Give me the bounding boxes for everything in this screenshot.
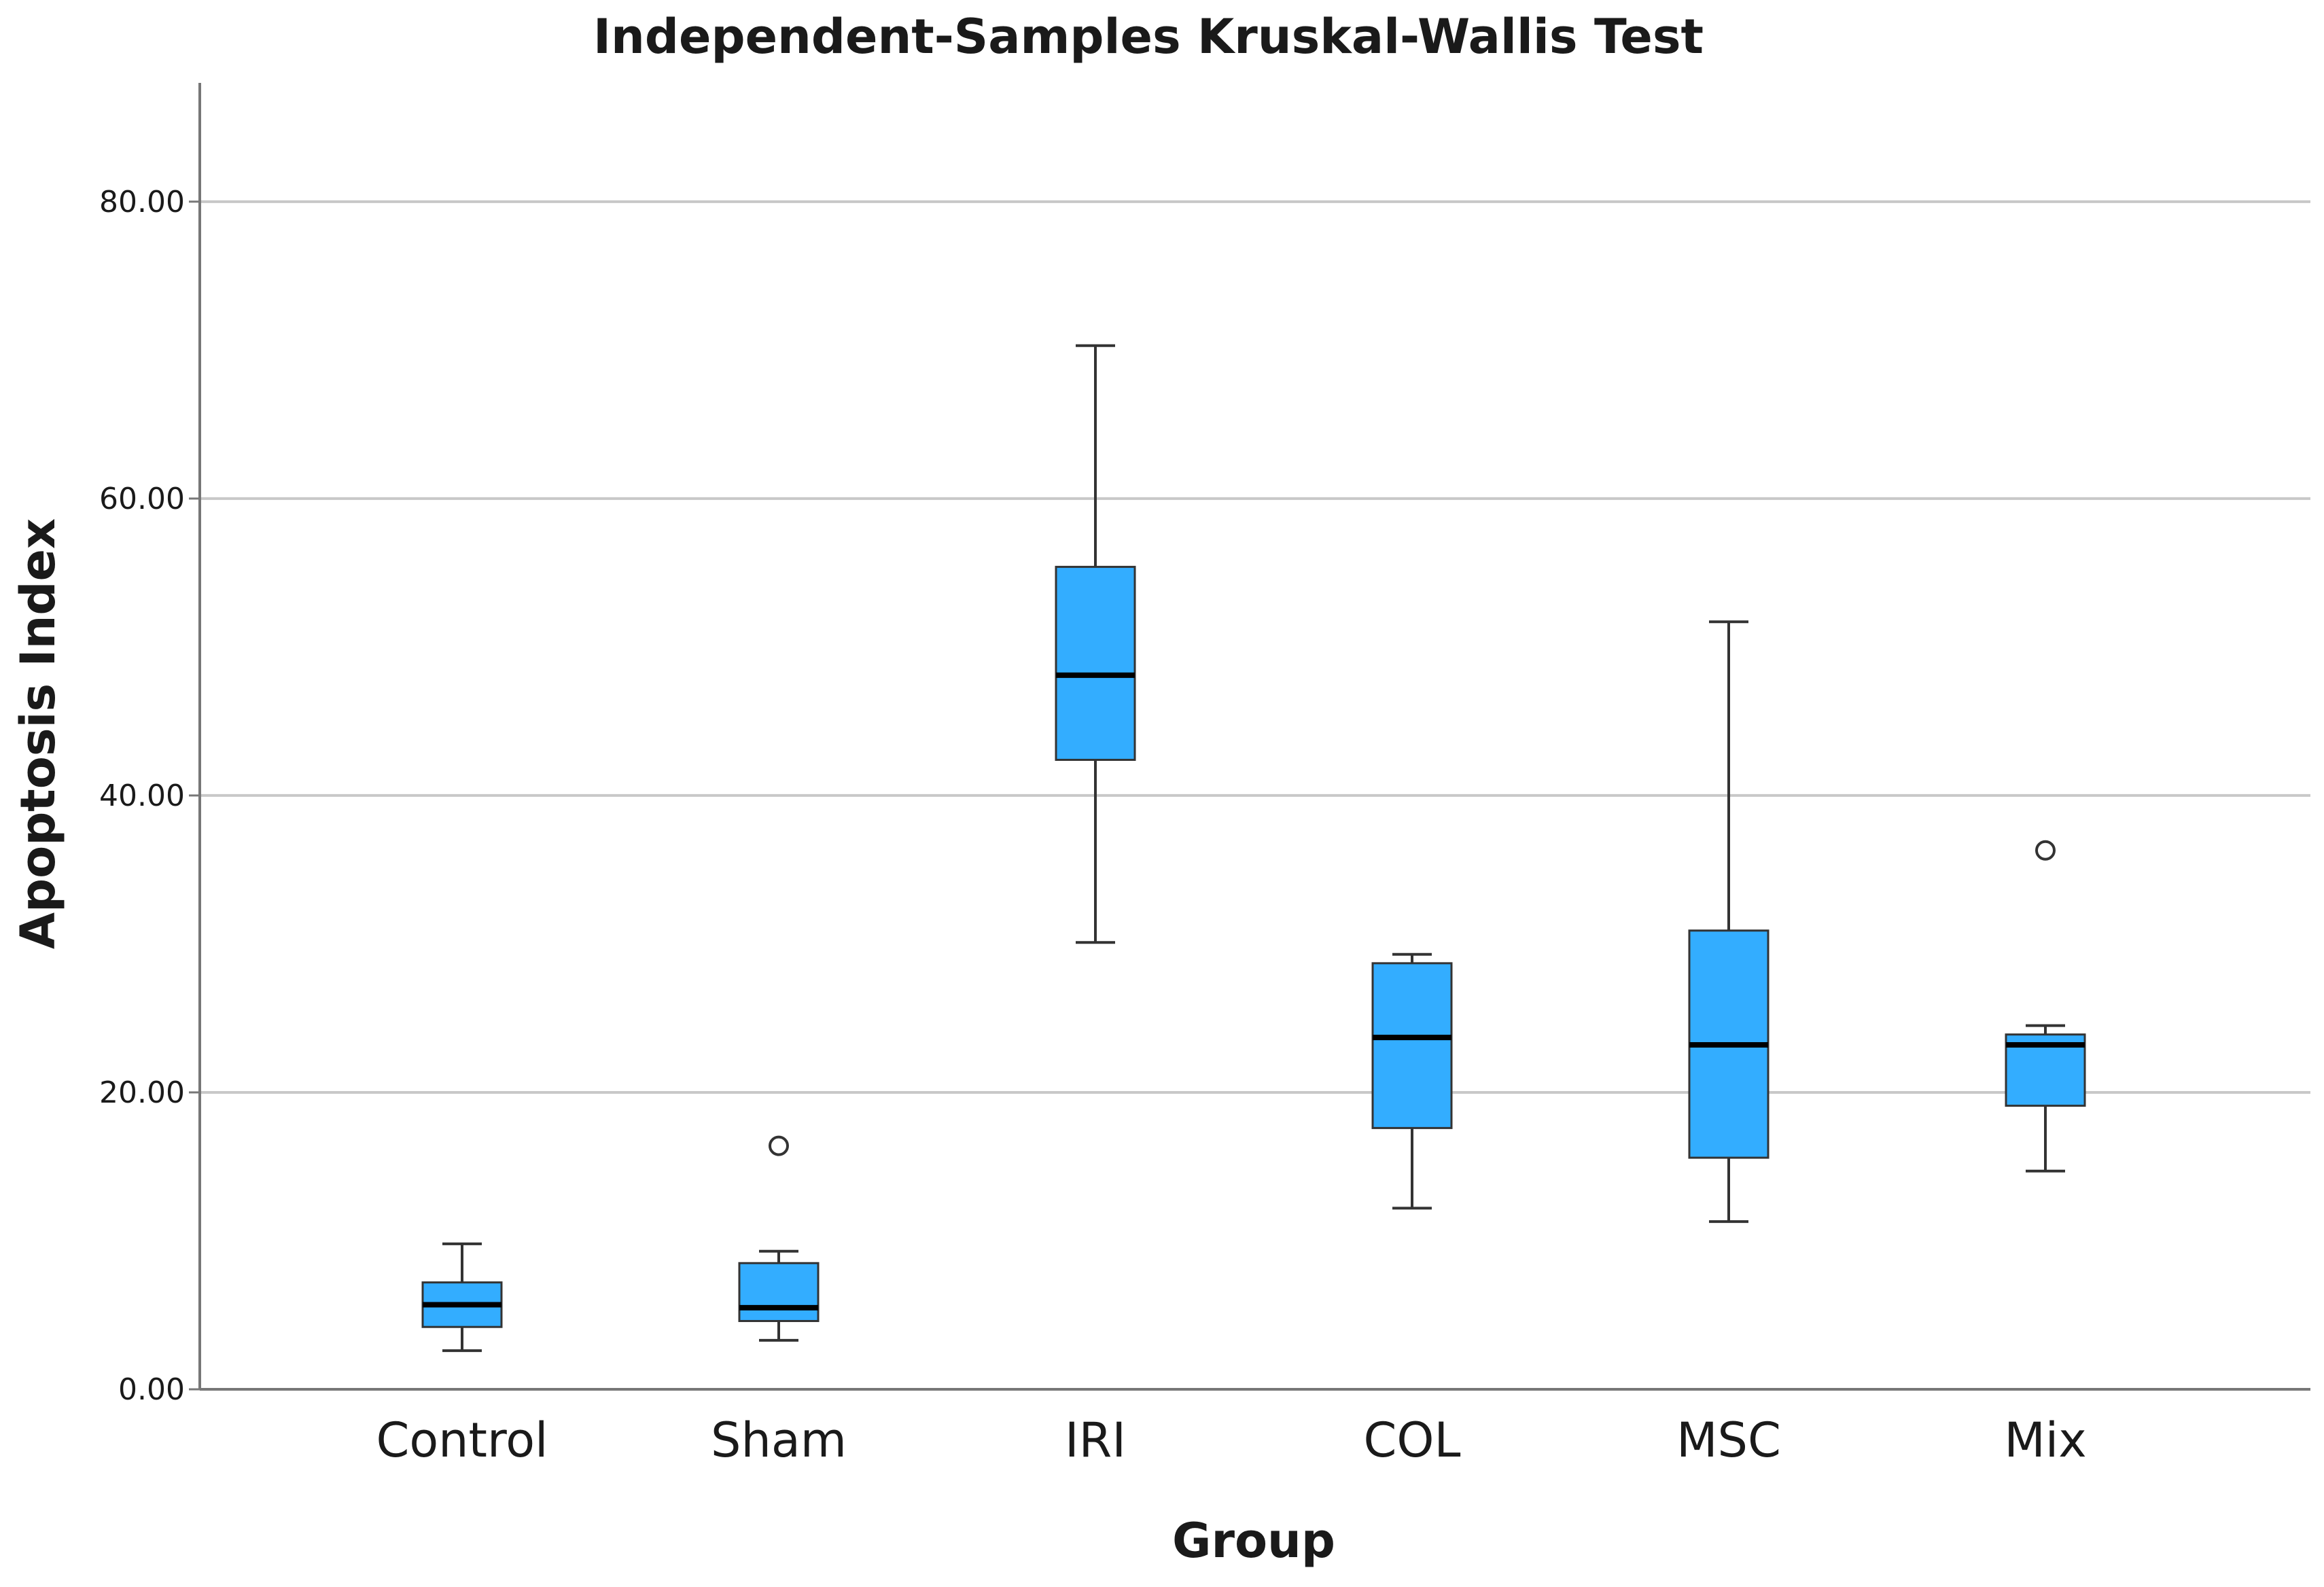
- x-tick-labels: Control Sham IRI COL MSC Mix: [376, 1412, 2086, 1468]
- box-msc: [1688, 620, 1770, 1224]
- y-tick-label: 40.00: [99, 779, 185, 813]
- box-col: [1371, 952, 1453, 1210]
- y-axis-title: Apoptosis Index: [10, 518, 66, 949]
- y-tick-labels: 0.00 20.00 40.00 60.00 80.00: [99, 185, 200, 1407]
- box-mix: [2005, 840, 2086, 1173]
- iqr-box: [1371, 962, 1453, 1129]
- x-tick-label-iri: IRI: [1065, 1412, 1126, 1468]
- y-tick-label: 60.00: [99, 482, 185, 516]
- chart-title: Independent-Samples Kruskal-Wallis Test: [593, 9, 1704, 65]
- y-tick-label: 0.00: [118, 1372, 185, 1407]
- outlier-point: [2035, 840, 2056, 861]
- y-tick-label: 80.00: [99, 185, 185, 219]
- boxes: [421, 344, 2086, 1353]
- x-tick-label-msc: MSC: [1676, 1412, 1781, 1468]
- y-tick-label: 20.00: [99, 1075, 185, 1110]
- gridlines: [200, 200, 2310, 1094]
- box-sham: [738, 1135, 820, 1342]
- x-tick-label-sham: Sham: [711, 1412, 847, 1468]
- x-tick-label-mix: Mix: [2004, 1412, 2086, 1468]
- iqr-box: [1055, 565, 1136, 761]
- x-tick-label-col: COL: [1364, 1412, 1461, 1468]
- outlier-point: [769, 1135, 789, 1156]
- box-iri: [1055, 344, 1136, 944]
- x-tick-label-control: Control: [376, 1412, 548, 1468]
- box-control: [421, 1242, 503, 1353]
- axes: [198, 83, 2310, 1391]
- x-axis-title: Group: [1172, 1513, 1335, 1569]
- iqr-box: [738, 1262, 820, 1322]
